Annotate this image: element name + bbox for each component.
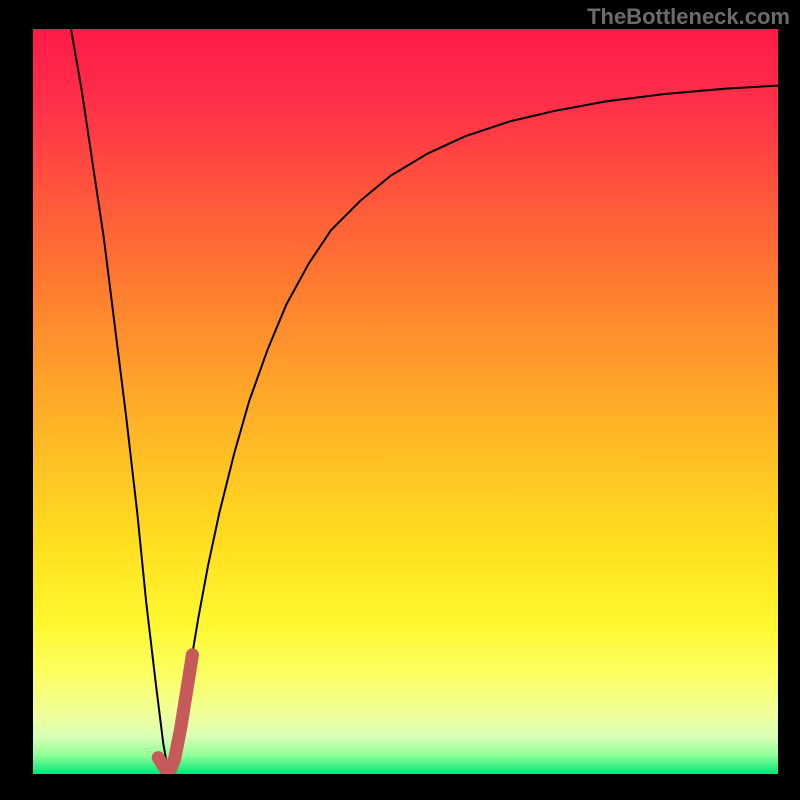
chart-container: TheBottleneck.com [0,0,800,800]
chart-svg [33,29,778,774]
plot-area [33,29,778,774]
gradient-background [33,29,778,774]
watermark-text: TheBottleneck.com [587,4,790,30]
